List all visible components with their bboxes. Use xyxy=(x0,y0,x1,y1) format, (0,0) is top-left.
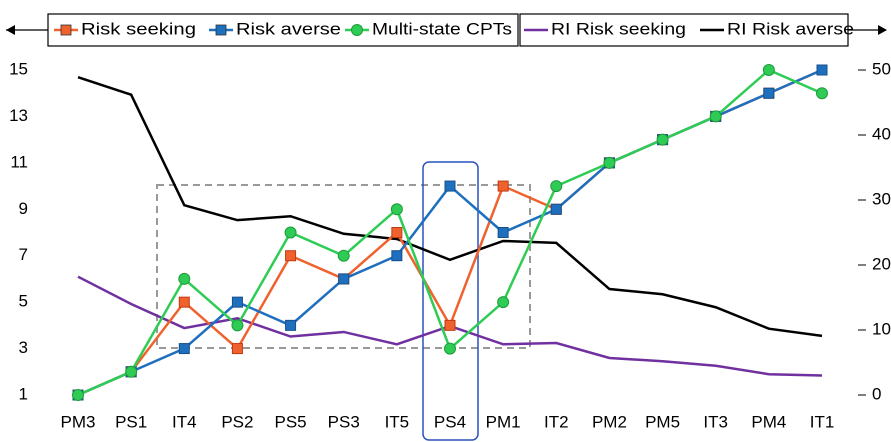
x-tick-label: PS2 xyxy=(221,412,253,431)
legend-label: Risk averse xyxy=(236,19,341,38)
y-tick-label: 1 xyxy=(19,384,28,403)
marker xyxy=(444,319,456,331)
marker xyxy=(178,343,190,355)
y-tick-label: 15 xyxy=(9,59,28,78)
y2-tick-label: 0 xyxy=(872,384,881,403)
marker xyxy=(337,249,350,262)
y-tick-label: 11 xyxy=(10,152,28,171)
marker xyxy=(816,87,828,100)
y-tick-label: 5 xyxy=(19,292,28,311)
x-tick-label: PM5 xyxy=(645,412,680,431)
marker xyxy=(231,319,244,332)
marker xyxy=(285,250,297,262)
legend-label: RI Risk seeking xyxy=(551,19,686,38)
marker xyxy=(338,273,350,285)
legend-label: Risk seeking xyxy=(81,19,196,38)
y2-tick-label: 50 xyxy=(872,59,891,78)
y2-tick-label: 30 xyxy=(872,189,891,208)
x-tick-label: PS5 xyxy=(275,412,307,431)
x-tick-label: PM4 xyxy=(751,412,786,431)
marker xyxy=(391,227,403,238)
x-tick-label: PM2 xyxy=(592,412,627,431)
legend-label: Multi-state CPTs xyxy=(372,19,512,38)
x-tick-label: IT2 xyxy=(544,412,569,431)
legend-arrow-head xyxy=(878,25,887,35)
highlight-region xyxy=(156,184,531,349)
marker xyxy=(497,227,509,238)
marker xyxy=(497,296,510,309)
y2-tick-label: 10 xyxy=(872,319,891,338)
marker xyxy=(125,365,138,378)
y2-tick-label: 40 xyxy=(872,124,891,143)
y-tick-label: 3 xyxy=(19,338,28,357)
marker xyxy=(285,319,297,331)
y2-tick-label: 20 xyxy=(872,254,891,273)
x-tick-label: PM1 xyxy=(486,412,521,431)
y-tick-label: 13 xyxy=(9,106,28,125)
marker xyxy=(763,87,775,99)
marker xyxy=(709,110,722,123)
marker xyxy=(816,64,828,76)
marker xyxy=(497,180,509,192)
marker xyxy=(178,296,190,308)
x-tick-label: IT3 xyxy=(703,412,728,431)
legend-marker xyxy=(351,24,363,36)
y-tick-label: 7 xyxy=(19,245,28,264)
legend-marker xyxy=(215,24,227,36)
marker xyxy=(391,250,403,262)
marker xyxy=(444,180,456,192)
marker xyxy=(550,203,562,215)
series-line xyxy=(77,75,823,338)
x-tick-label: PS3 xyxy=(328,412,360,431)
marker xyxy=(656,133,669,146)
x-tick-label: PS4 xyxy=(434,412,466,431)
marker xyxy=(284,226,297,239)
marker xyxy=(550,180,563,193)
x-tick-label: PM3 xyxy=(61,412,96,431)
marker xyxy=(444,342,456,355)
marker xyxy=(231,296,243,308)
y-tick-label: 9 xyxy=(19,199,28,218)
x-tick-label: IT4 xyxy=(172,412,197,431)
x-tick-label: IT1 xyxy=(810,412,835,431)
legend-label: RI Risk averse xyxy=(727,19,854,38)
legend-arrow-head xyxy=(6,25,15,35)
legend-marker xyxy=(60,24,72,36)
marker xyxy=(762,64,775,76)
marker xyxy=(178,272,191,285)
marker xyxy=(72,389,84,401)
legend-box xyxy=(47,13,519,47)
highlight-column xyxy=(422,161,479,441)
marker xyxy=(603,156,616,169)
x-tick-label: IT5 xyxy=(385,412,410,431)
x-tick-label: PS1 xyxy=(115,412,147,431)
marker xyxy=(231,343,243,355)
marker xyxy=(390,203,403,216)
legend-box xyxy=(519,13,849,47)
